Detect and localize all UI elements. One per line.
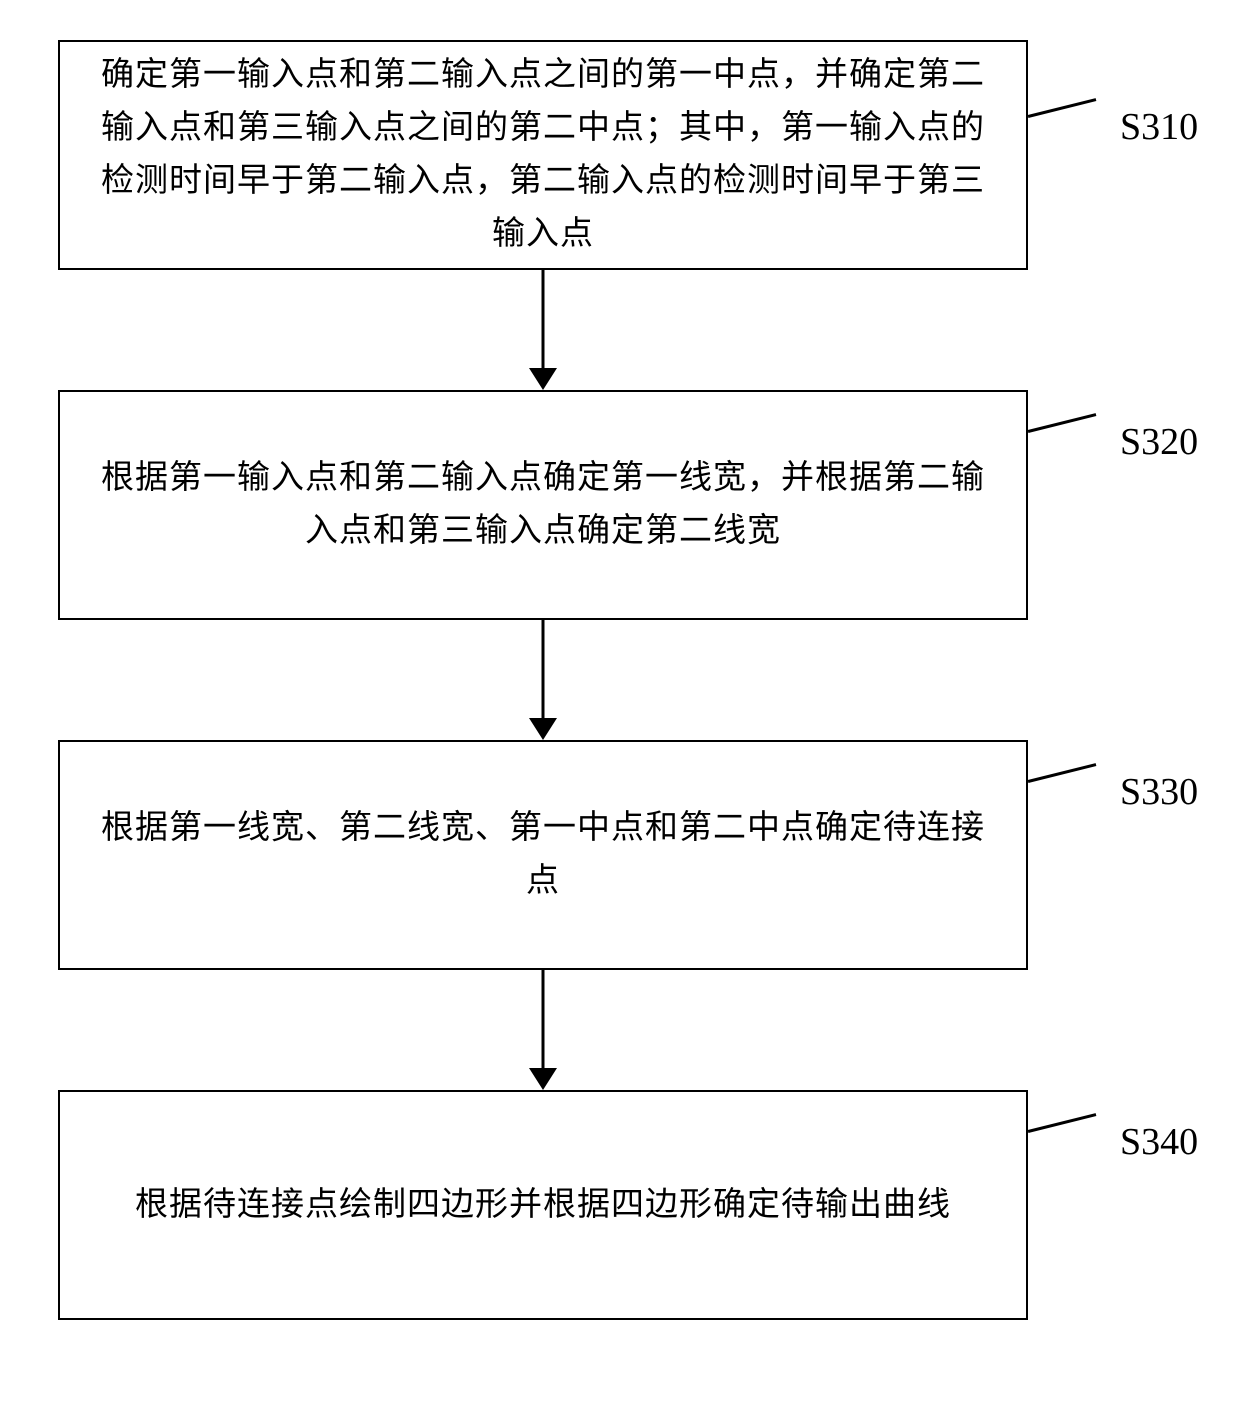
step-label-s340: S340 — [1120, 1112, 1198, 1173]
step-label-s310: S310 — [1120, 97, 1198, 158]
step-s320: 根据第一输入点和第二输入点确定第一线宽，并根据第二输入点和第三输入点确定第二线宽… — [58, 390, 1028, 620]
label-connector — [1028, 413, 1097, 432]
step-text: 确定第一输入点和第二输入点之间的第一中点，并确定第二输入点和第三输入点之间的第二… — [100, 49, 986, 260]
step-s330: 根据第一线宽、第二线宽、第一中点和第二中点确定待连接点S330 — [58, 740, 1028, 970]
step-s310: 确定第一输入点和第二输入点之间的第一中点，并确定第二输入点和第三输入点之间的第二… — [58, 40, 1028, 270]
label-connector — [1028, 763, 1097, 782]
flowchart-container: 确定第一输入点和第二输入点之间的第一中点，并确定第二输入点和第三输入点之间的第二… — [58, 40, 1182, 1320]
step-text: 根据第一线宽、第二线宽、第一中点和第二中点确定待连接点 — [100, 802, 986, 908]
label-connector — [1028, 1113, 1097, 1132]
step-label-s320: S320 — [1120, 412, 1198, 473]
step-s340: 根据待连接点绘制四边形并根据四边形确定待输出曲线S340 — [58, 1090, 1028, 1320]
step-text: 根据待连接点绘制四边形并根据四边形确定待输出曲线 — [135, 1179, 951, 1232]
step-text: 根据第一输入点和第二输入点确定第一线宽，并根据第二输入点和第三输入点确定第二线宽 — [100, 452, 986, 558]
label-connector — [1028, 98, 1097, 117]
arrow — [58, 270, 1028, 390]
arrow — [58, 970, 1028, 1090]
step-label-s330: S330 — [1120, 762, 1198, 823]
arrow — [58, 620, 1028, 740]
